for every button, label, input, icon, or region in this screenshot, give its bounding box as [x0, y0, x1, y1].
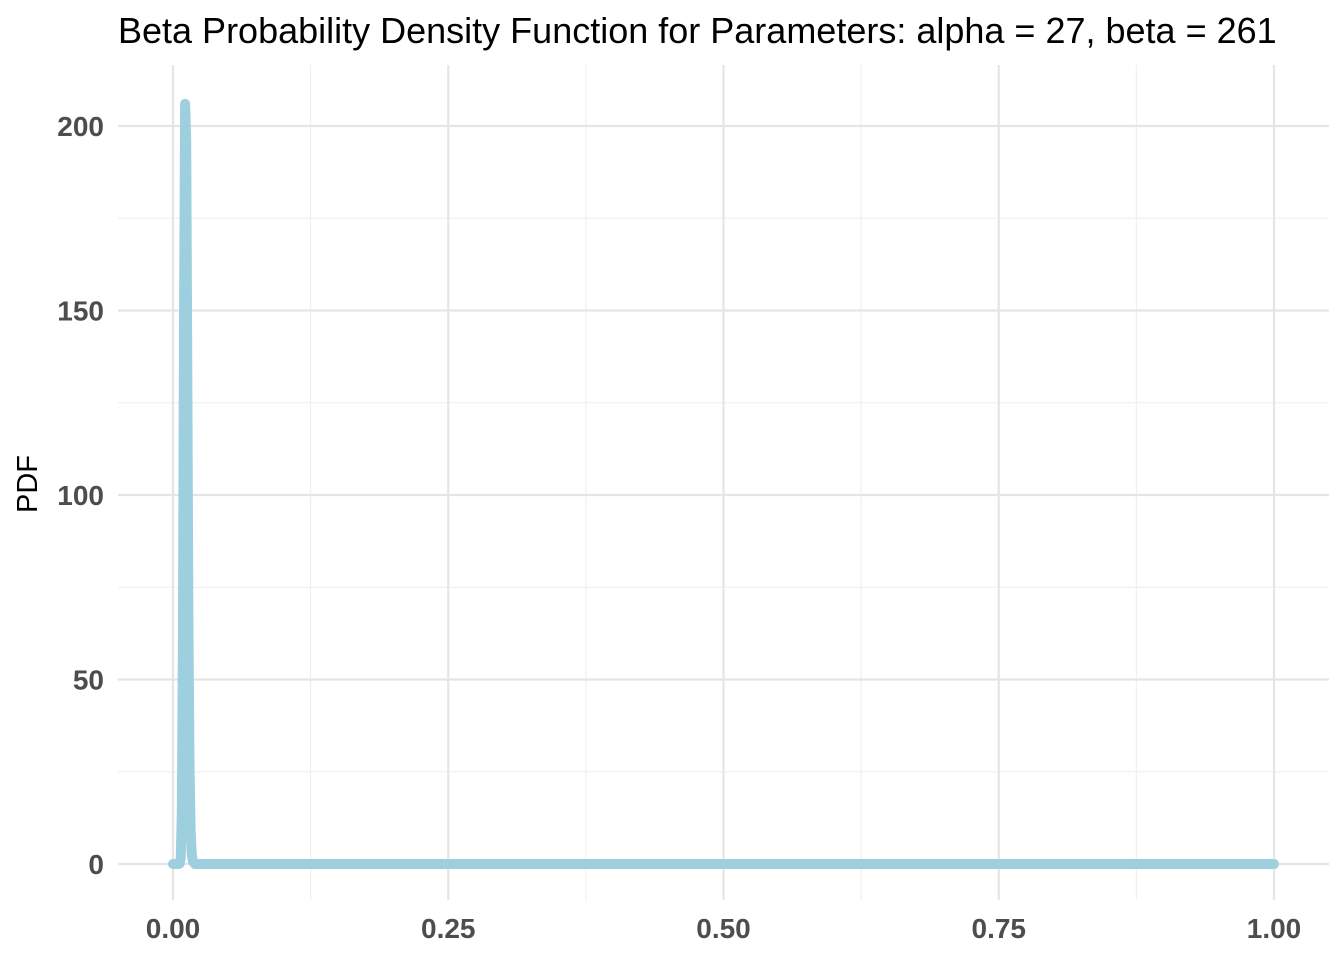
x-axis-ticks: 0.00 0.25 0.50 0.75 1.00: [146, 913, 1302, 944]
y-axis-ticks: 0 50 100 150 200: [57, 111, 104, 880]
series-layer: [168, 98, 1279, 869]
chart-title: Beta Probability Density Function for Pa…: [118, 10, 1277, 51]
y-tick-label: 0: [88, 849, 104, 880]
x-tick-label: 0.50: [696, 913, 751, 944]
x-tick-label: 0.75: [972, 913, 1027, 944]
major-gridlines: [118, 65, 1329, 900]
x-tick-label: 0.00: [146, 913, 201, 944]
pdf-series-line: [168, 98, 1279, 869]
y-tick-label: 50: [73, 665, 104, 696]
y-tick-label: 100: [57, 480, 104, 511]
y-tick-label: 200: [57, 111, 104, 142]
y-tick-label: 150: [57, 296, 104, 327]
y-axis-label: PDF: [12, 455, 44, 513]
x-tick-label: 1.00: [1247, 913, 1302, 944]
x-tick-label: 0.25: [421, 913, 476, 944]
